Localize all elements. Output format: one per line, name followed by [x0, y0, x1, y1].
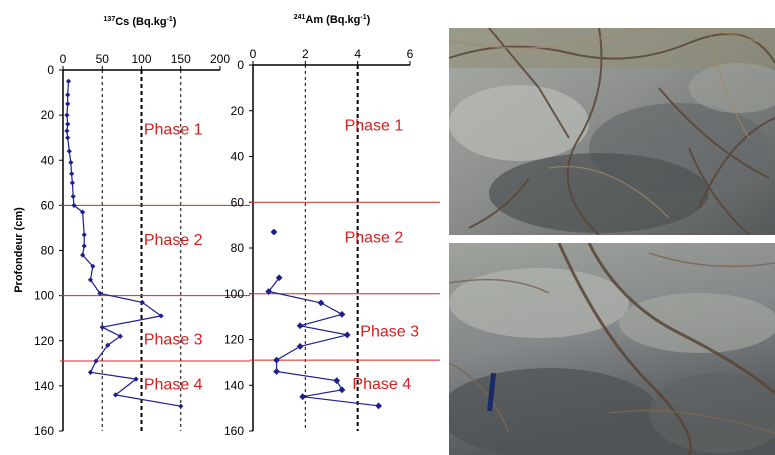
am241-y-tick-label: 100 — [224, 287, 244, 301]
cs137-data-point — [87, 277, 94, 283]
cs137-data-point — [65, 121, 71, 127]
am241-phase-label: Phase 4 — [352, 376, 411, 393]
cs137-data-point — [99, 324, 105, 330]
cs137-data-point — [158, 313, 164, 319]
cs137-chart: 137Cs (Bq.kg-1) Profondeur (cm) 0 50 100 15… — [13, 16, 250, 438]
cs137-y-tick-label: 40 — [41, 153, 55, 167]
cs137-data-point — [93, 358, 99, 364]
sediment-photo-bottom — [449, 243, 775, 455]
cs137-data-point — [64, 112, 70, 118]
cs137-xaxis-title: 137Cs (Bq.kg-1) — [104, 16, 177, 28]
am241-data-point — [299, 393, 307, 401]
am241-x-tick-label: 0 — [250, 47, 257, 61]
cs137-x-tick-label: 100 — [131, 52, 151, 66]
am241-xaxis-title: 241Am (Bq.kg-1) — [294, 14, 371, 26]
cs137-data-point — [80, 209, 86, 215]
cs137-data-point — [70, 193, 76, 199]
am241-data-point — [273, 368, 280, 375]
cs137-data-point — [69, 180, 76, 186]
cs137-xaxis-title-sup: 137 — [104, 16, 116, 23]
cs137-y-tick-label: 80 — [41, 244, 55, 258]
cs137-data-point — [81, 243, 87, 249]
am241-y-tick-label: 80 — [231, 241, 245, 255]
am241-data-point — [317, 299, 325, 307]
cs137-y-tick-label: 140 — [34, 379, 54, 393]
cs137-x-tick-label: 200 — [210, 52, 230, 66]
cs137-data-point — [90, 263, 96, 269]
cs137-y-tick-label: 20 — [41, 108, 55, 122]
cs137-data-point — [139, 299, 145, 305]
cs137-data-point — [65, 92, 71, 98]
am241-y-tick-label: 40 — [231, 150, 245, 164]
am241-x-tick-label: 6 — [407, 47, 414, 61]
cs137-xaxis-title-exp: -1 — [167, 16, 173, 23]
am241-data-point — [338, 310, 346, 318]
cs137-phase-label: Phase 2 — [144, 232, 203, 249]
am241-phase-label: Phase 2 — [345, 230, 404, 247]
cs137-y-tick-label: 100 — [34, 289, 54, 303]
am241-data-point — [375, 402, 382, 410]
am241-x-tick-label: 4 — [354, 47, 361, 61]
cs137-data-point — [117, 333, 123, 339]
am241-phase-label: Phase 3 — [360, 323, 419, 340]
cs137-xaxis-title-end: ) — [173, 16, 177, 28]
am241-data-point — [296, 322, 304, 330]
am241-xaxis-title-exp: -1 — [360, 14, 366, 21]
am241-data-point — [273, 356, 280, 364]
cs137-phase-label: Phase 3 — [144, 331, 203, 348]
am241-data-point — [338, 386, 346, 394]
am241-xaxis-title-main: Am (Bq.kg — [305, 14, 360, 26]
am241-data-point — [343, 331, 351, 339]
cs137-xaxis-title-main: Cs (Bq.kg — [115, 16, 166, 28]
cs137-data-point — [71, 202, 77, 208]
cs137-data-point — [81, 232, 87, 238]
cs137-data-point — [66, 148, 72, 154]
am241-y-tick-label: 120 — [224, 333, 244, 347]
am241-y-tick-label: 160 — [224, 424, 244, 438]
am241-phase-label: Phase 1 — [345, 117, 404, 134]
cs137-data-point — [133, 376, 139, 382]
cs137-data-point — [65, 101, 71, 107]
cs137-data-point — [80, 252, 86, 258]
cs137-data-point — [87, 369, 94, 375]
am241-y-tick-label: 20 — [231, 104, 245, 118]
cs137-y-tick-label: 60 — [41, 198, 55, 212]
cs137-data-point — [112, 392, 119, 398]
cs137-phase-label: Phase 1 — [144, 122, 203, 139]
cs137-x-tick-label: 50 — [96, 52, 110, 66]
cs137-data-point — [65, 78, 72, 84]
am241-y-tick-label: 60 — [231, 195, 245, 209]
cs137-data-point — [178, 403, 184, 409]
depth-profile-figure: 137Cs (Bq.kg-1) Profondeur (cm) 0 50 100 15… — [13, 14, 440, 438]
am241-data-point — [296, 342, 304, 350]
cs137-x-tick-label: 150 — [171, 52, 191, 66]
cs137-data-point — [68, 159, 74, 166]
am241-xaxis-title-end: ) — [367, 14, 371, 26]
cs137-data-point — [97, 290, 103, 296]
cs137-x-tick-label: 0 — [60, 52, 67, 66]
am241-data-point — [333, 377, 341, 385]
am241-y-tick-label: 0 — [237, 58, 244, 72]
cs137-data-point — [69, 171, 75, 177]
cs137-y-tick-label: 0 — [47, 63, 54, 77]
am241-data-point — [275, 274, 283, 282]
sediment-photo-top — [449, 28, 775, 235]
cs137-y-tick-label: 120 — [34, 334, 54, 348]
yaxis-title: Profondeur (cm) — [13, 207, 25, 293]
am241-y-tick-label: 140 — [224, 378, 244, 392]
cs137-y-tick-label: 160 — [34, 424, 54, 438]
cs137-data-point — [64, 128, 70, 134]
am241-chart: 241Am (Bq.kg-1) 0 2 4 602040608010012014016… — [224, 14, 440, 438]
cs137-phase-label: Phase 4 — [144, 377, 203, 394]
am241-x-tick-label: 2 — [302, 47, 309, 61]
cs137-data-point — [65, 135, 71, 141]
cs137-data-point — [105, 342, 111, 348]
am241-data-point — [270, 228, 278, 236]
am241-data-point — [265, 288, 273, 295]
am241-xaxis-title-sup: 241 — [294, 14, 306, 21]
